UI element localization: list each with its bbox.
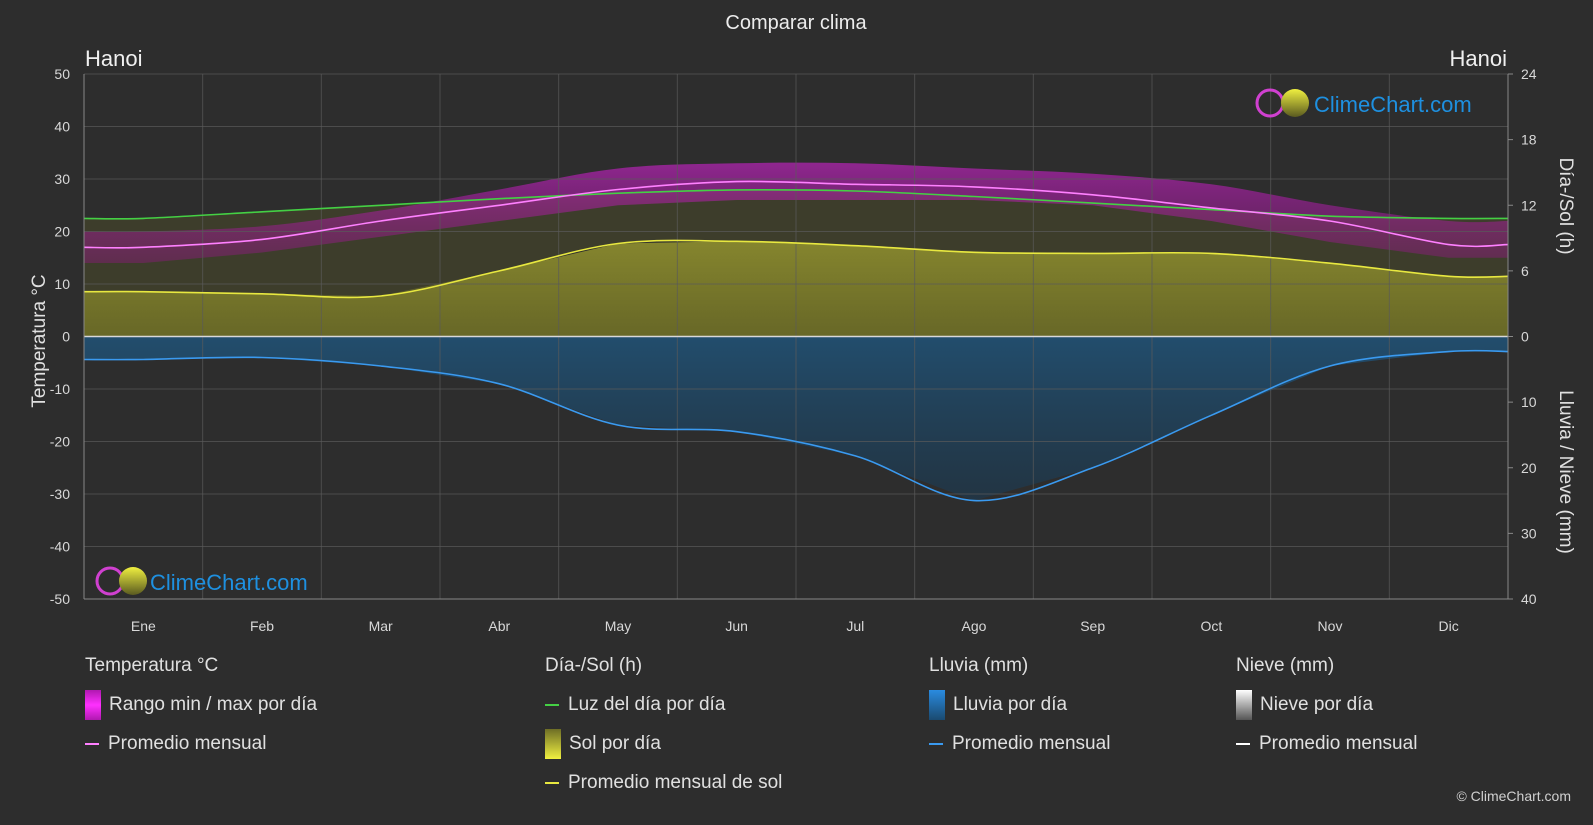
x-tick-label: Mar	[369, 618, 393, 634]
y-right-top-tick-label: 12	[1521, 197, 1537, 213]
y-axis-right-bottom-label: Lluvia / Nieve (mm)	[1555, 390, 1576, 554]
legend-label: Promedio mensual	[1259, 733, 1418, 754]
legend-item: Sol por día	[545, 729, 782, 759]
logo-top-right: ClimeChart.com	[1255, 88, 1472, 118]
legend-label: Nieve por día	[1260, 694, 1374, 715]
y-left-tick-label: -30	[50, 486, 70, 502]
legend-item: Lluvia por día	[929, 690, 1110, 720]
x-tick-label: Dic	[1439, 618, 1459, 634]
y-axis-right-top-label: Día-/Sol (h)	[1555, 157, 1576, 254]
daylight-swatch	[545, 704, 559, 706]
city-left-label: Hanoi	[85, 46, 142, 71]
rain-avg-line	[84, 349, 1508, 502]
x-tick-label: Abr	[488, 618, 510, 634]
y-left-tick-label: 30	[54, 171, 70, 187]
legend-title: Día-/Sol (h)	[545, 655, 643, 676]
legend-label: Sol por día	[569, 733, 661, 754]
city-right-label: Hanoi	[1450, 46, 1507, 71]
y-right-top-tick-label: 6	[1521, 263, 1529, 279]
legend-temperature: Temperatura °C Rango min / max por día P…	[85, 655, 317, 771]
legend-item: Promedio mensual	[1236, 732, 1417, 756]
logo-text: ClimeChart.com	[1314, 92, 1472, 117]
temp-range-swatch	[85, 690, 101, 720]
y-left-tick-label: 10	[54, 276, 70, 292]
x-tick-label: Ene	[131, 618, 156, 634]
rain-avg-swatch	[929, 743, 943, 745]
x-tick-label: Sep	[1080, 618, 1105, 634]
x-tick-label: Ago	[962, 618, 987, 634]
logo-text: ClimeChart.com	[150, 570, 308, 595]
y-left-tick-label: -20	[50, 434, 70, 450]
legend-item: Promedio mensual de sol	[545, 771, 782, 795]
y-left-tick-label: 50	[54, 66, 70, 82]
temp-avg-swatch	[85, 743, 99, 745]
copyright-text: © ClimeChart.com	[1456, 788, 1571, 804]
x-tick-label: Oct	[1200, 618, 1222, 634]
legend-label: Luz del día por día	[568, 694, 726, 715]
legend-item: Rango min / max por día	[85, 690, 318, 720]
legend-label: Lluvia por día	[953, 694, 1068, 715]
legend-title: Temperatura °C	[85, 655, 219, 676]
x-tick-label: Jun	[725, 618, 748, 634]
legend-label: Rango min / max por día	[109, 694, 318, 715]
y-right-top-tick-label: 18	[1521, 132, 1537, 148]
legend-label: Promedio mensual	[108, 733, 267, 754]
y-left-tick-label: -40	[50, 539, 70, 555]
x-tick-label: Nov	[1318, 618, 1343, 634]
y-left-tick-label: 40	[54, 119, 70, 135]
y-right-bottom-tick-label: 40	[1521, 591, 1537, 607]
logo-sun-icon	[119, 567, 147, 595]
temp-avg-line	[84, 180, 1508, 249]
legend-item: Nieve por día	[1236, 690, 1417, 720]
y-right-bottom-tick-label: 20	[1521, 460, 1537, 476]
snow-avg-swatch	[1236, 743, 1250, 745]
x-tick-label: Feb	[250, 618, 274, 634]
legend-title: Nieve (mm)	[1236, 655, 1335, 676]
daylight-line	[84, 188, 1508, 220]
y-left-tick-label: 20	[54, 224, 70, 240]
y-left-tick-label: -10	[50, 381, 70, 397]
legend-label: Promedio mensual	[952, 733, 1111, 754]
sunshine-avg-swatch	[545, 782, 559, 784]
y-left-tick-label: -50	[50, 591, 70, 607]
legend-snow: Nieve (mm) Nieve por día Promedio mensua…	[1236, 655, 1417, 771]
y-right-bottom-tick-label: 30	[1521, 525, 1537, 541]
legend-title: Lluvia (mm)	[929, 655, 1029, 676]
y-right-top-tick-label: 0	[1521, 329, 1529, 345]
legend-item: Luz del día por día	[545, 693, 782, 717]
legend-sun: Día-/Sol (h) Luz del día por día Sol por…	[545, 655, 782, 810]
logo-sun-icon	[1281, 89, 1309, 117]
chart-title: Comparar clima	[725, 12, 867, 34]
legend-label: Promedio mensual de sol	[568, 772, 783, 793]
legend-item: Promedio mensual	[929, 732, 1110, 756]
y-right-top-tick-label: 24	[1521, 66, 1537, 82]
rain-swatch	[929, 690, 945, 720]
y-left-tick-label: 0	[62, 329, 70, 345]
sunshine-swatch	[545, 729, 561, 759]
y-axis-left-label: Temperatura °C	[29, 274, 50, 407]
legend-item: Promedio mensual	[85, 732, 317, 756]
logo-ring-icon	[1255, 88, 1285, 118]
logo-bottom-left: ClimeChart.com	[95, 566, 308, 596]
snow-swatch	[1236, 690, 1252, 720]
legend-rain: Lluvia (mm) Lluvia por día Promedio mens…	[929, 655, 1110, 771]
x-tick-label: Jul	[846, 618, 864, 634]
sunshine-avg-line	[84, 239, 1508, 299]
x-tick-label: May	[605, 618, 631, 634]
y-right-bottom-tick-label: 10	[1521, 394, 1537, 410]
